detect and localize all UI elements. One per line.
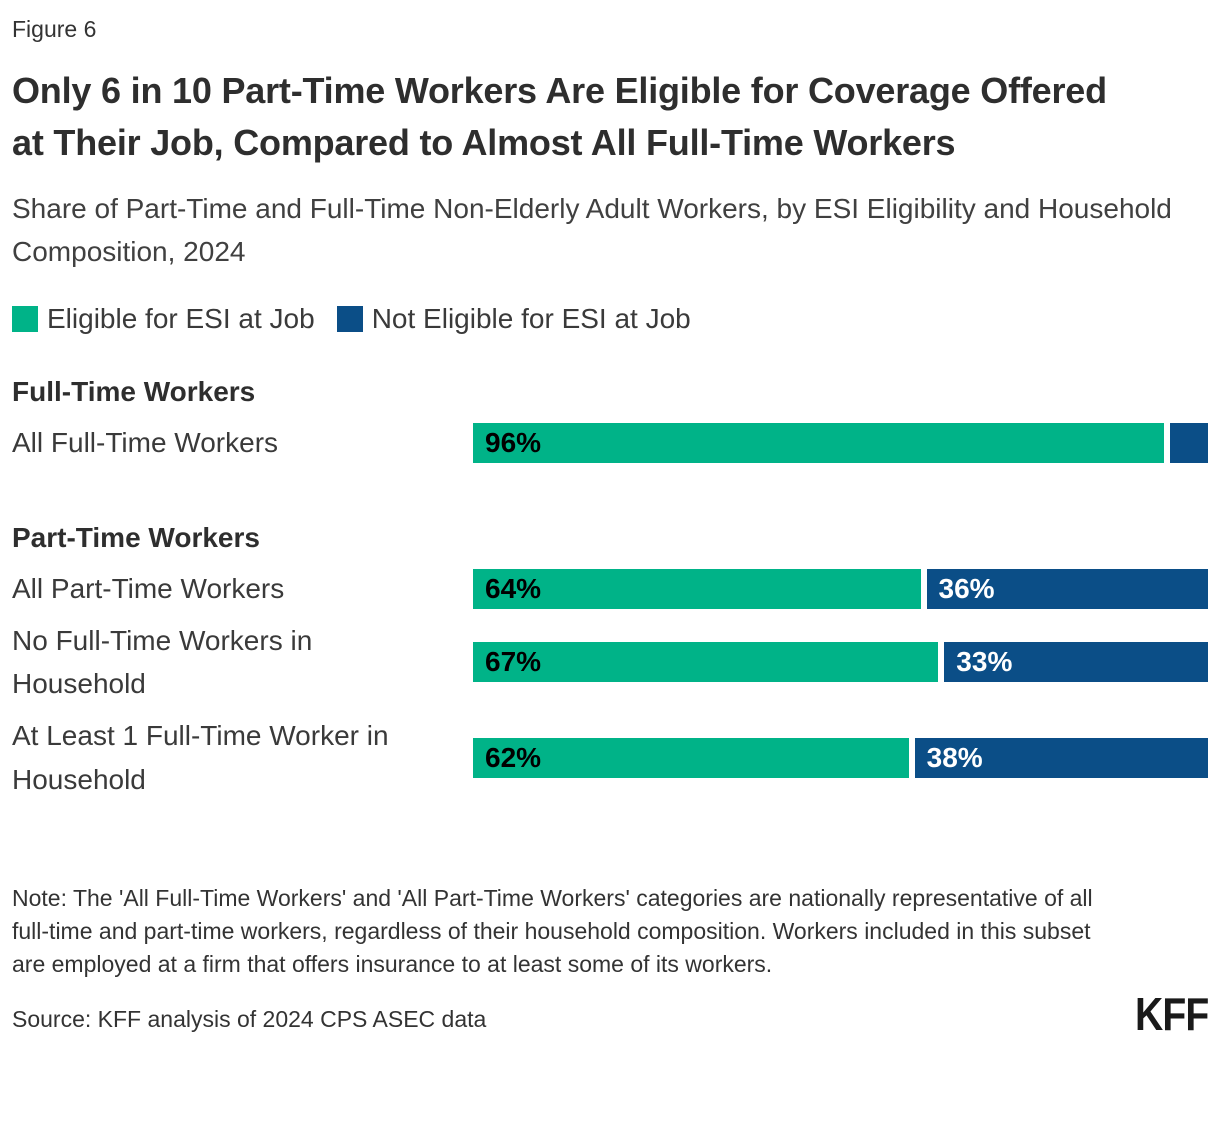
bar-value-label: 33% <box>956 646 1013 678</box>
bar-value-label: 64% <box>485 572 542 604</box>
legend-label-not-eligible: Not Eligible for ESI at Job <box>371 303 691 335</box>
row-label: At Least 1 Full-Time Worker in Household <box>12 720 389 796</box>
chart-title: Only 6 in 10 Part-Time Workers Are Eligi… <box>12 70 1107 163</box>
bar-row-no-full-time-in-household: No Full-Time Workers in Household 67% 33… <box>12 619 1208 707</box>
bar-row-all-part-time: All Part-Time Workers 64% 36% <box>12 567 1208 611</box>
legend-label-eligible: Eligible for ESI at Job <box>47 303 315 335</box>
source-text: Source: KFF analysis of 2024 CPS ASEC da… <box>12 1005 487 1032</box>
bar-segment-not-eligible <box>1170 423 1208 463</box>
bar-value-label: 62% <box>485 742 542 774</box>
legend-item-not-eligible: Not Eligible for ESI at Job <box>336 303 691 335</box>
stacked-bar: 67% 33% <box>473 642 1208 683</box>
row-label: All Part-Time Workers <box>12 572 285 604</box>
stacked-bar: 62% 38% <box>473 738 1208 779</box>
bar-segment-eligible: 96% <box>473 423 1165 463</box>
bar-row-at-least-1-full-time-in-household: At Least 1 Full-Time Worker in Household… <box>12 714 1208 802</box>
chart-subtitle: Share of Part-Time and Full-Time Non-Eld… <box>12 192 1172 268</box>
stacked-bar: 96% <box>473 423 1208 463</box>
section-header-full-time: Full-Time Workers <box>12 376 256 408</box>
bar-segment-eligible: 67% <box>473 642 939 683</box>
stacked-bar: 64% 36% <box>473 568 1208 609</box>
footer: Source: KFF analysis of 2024 CPS ASEC da… <box>12 987 1209 1040</box>
section-header-part-time: Part-Time Workers <box>12 521 260 553</box>
note-text: Note: The 'All Full-Time Workers' and 'A… <box>12 885 1093 978</box>
row-label: No Full-Time Workers in Household <box>12 624 313 700</box>
bar-segment-not-eligible: 33% <box>944 642 1208 683</box>
bar-segment-eligible: 64% <box>473 568 921 609</box>
row-label: All Full-Time Workers <box>12 427 279 459</box>
not-eligible-swatch-icon <box>336 306 363 333</box>
bar-segment-eligible: 62% <box>473 738 909 779</box>
eligible-swatch-icon <box>12 306 38 333</box>
legend-item-eligible: Eligible for ESI at Job <box>12 303 315 335</box>
bar-value-label: 96% <box>485 427 542 458</box>
bar-value-label: 36% <box>938 572 995 604</box>
kff-logo: KFF <box>1134 987 1209 1040</box>
bar-value-label: 38% <box>926 742 983 774</box>
bar-chart: Full-Time Workers All Full-Time Workers … <box>12 375 1208 802</box>
legend: Eligible for ESI at Job Not Eligible for… <box>12 303 1208 335</box>
bar-segment-not-eligible: 38% <box>914 738 1208 779</box>
bar-row-all-full-time: All Full-Time Workers 96% <box>12 421 1208 465</box>
bar-value-label: 67% <box>485 646 542 678</box>
figure-label: Figure 6 <box>12 16 97 42</box>
bar-segment-not-eligible: 36% <box>926 568 1208 609</box>
